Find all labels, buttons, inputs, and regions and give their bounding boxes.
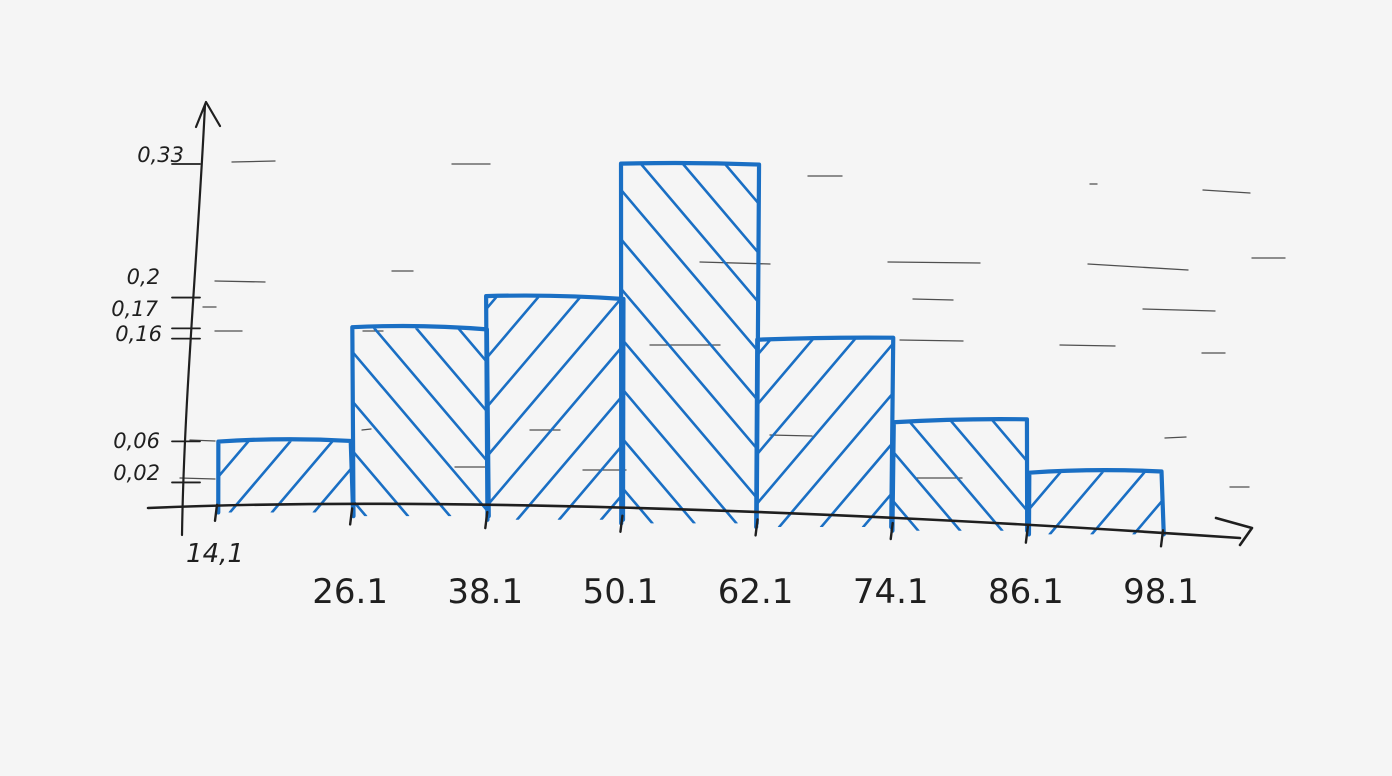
x-tick-label: 50.1: [583, 572, 659, 612]
histogram-bar: [754, 335, 896, 530]
y-axis-line: [180, 103, 207, 537]
x-tick-mark: [484, 510, 489, 530]
grid-dash: [214, 280, 266, 283]
y-tick-label: 0,33: [137, 143, 184, 167]
y-tick: 0,17: [111, 297, 201, 330]
grid-dash: [1202, 189, 1251, 194]
bar-hatching: [757, 338, 893, 528]
x-tick-mark: [619, 514, 624, 533]
x-axis-arrow-icon: [1214, 516, 1254, 547]
x-tick: 50.1: [583, 514, 659, 612]
grid-dash: [189, 439, 216, 442]
x-tick: 26.1: [312, 507, 388, 612]
x-tick-label: 26.1: [312, 572, 388, 612]
x-tick-label: 98.1: [1123, 572, 1199, 612]
y-tick-label: 0,16: [115, 322, 162, 346]
sketch-grid-lines: [179, 160, 1286, 488]
x-tick-mark: [213, 503, 219, 523]
y-tick: 0,2: [127, 265, 201, 299]
x-tick-label: 14,1: [186, 539, 244, 569]
histogram-bar: [350, 323, 491, 519]
bar-hatching: [622, 164, 758, 524]
y-tick-label: 0,17: [111, 297, 158, 321]
x-tick-mark: [1159, 529, 1165, 548]
x-tick: 38.1: [447, 510, 523, 612]
grid-dash: [179, 477, 216, 480]
y-tick: 0,02: [113, 461, 201, 485]
y-tick-label: 0,2: [127, 265, 160, 289]
grid-dash: [231, 160, 276, 163]
grid-dash: [899, 339, 964, 342]
x-axis-ticks: 14,1 26.1 38.1 50.1 62.1 74.1 86.1 98.1: [186, 503, 1199, 612]
x-axis-line: [146, 502, 1242, 540]
x-tick-label: 86.1: [988, 572, 1064, 612]
histogram-bars: [216, 160, 1166, 537]
x-tick: 86.1: [988, 525, 1064, 612]
axes: [146, 100, 1254, 547]
histogram-bar: [618, 160, 762, 526]
grid-dash: [912, 298, 954, 301]
bar-hatching: [352, 328, 488, 517]
y-axis-ticks: 0,02 0,06 0,160,17 0,2 0,33: [111, 143, 201, 485]
grid-dash: [1142, 308, 1216, 312]
x-tick-mark: [1024, 525, 1030, 544]
y-tick-label: 0,06: [113, 429, 160, 453]
bar-hatching: [487, 297, 623, 520]
histogram-bar: [890, 417, 1030, 533]
x-tick-label: 74.1: [853, 572, 929, 612]
grid-dash: [1087, 263, 1189, 271]
y-axis-arrow-icon: [194, 100, 222, 129]
y-tick-label: 0,02: [113, 461, 160, 485]
y-tick: 0,33: [137, 143, 201, 167]
grid-dash: [1059, 344, 1116, 347]
y-tick: 0,06: [113, 429, 201, 453]
x-tick-label: 38.1: [447, 572, 523, 612]
x-tick-label: 62.1: [718, 572, 794, 612]
histogram-bar: [216, 437, 356, 515]
grid-dash: [1164, 436, 1187, 439]
x-tick: 14,1: [186, 503, 244, 569]
bar-hatching: [1027, 472, 1164, 535]
y-tick: 0,16: [115, 322, 201, 346]
grid-dash: [769, 434, 813, 437]
histogram-bar: [1026, 468, 1166, 537]
x-tick-mark: [348, 507, 354, 526]
x-tick-mark: [754, 518, 759, 537]
x-tick: 74.1: [853, 521, 929, 612]
x-tick: 98.1: [1123, 529, 1199, 612]
grid-dash: [887, 261, 981, 264]
x-tick: 62.1: [718, 518, 794, 612]
x-tick-mark: [889, 521, 894, 541]
bar-hatching: [892, 420, 1028, 531]
bar-hatching: [217, 441, 353, 513]
grid-dash: [361, 428, 372, 431]
histogram-bar: [484, 293, 626, 522]
